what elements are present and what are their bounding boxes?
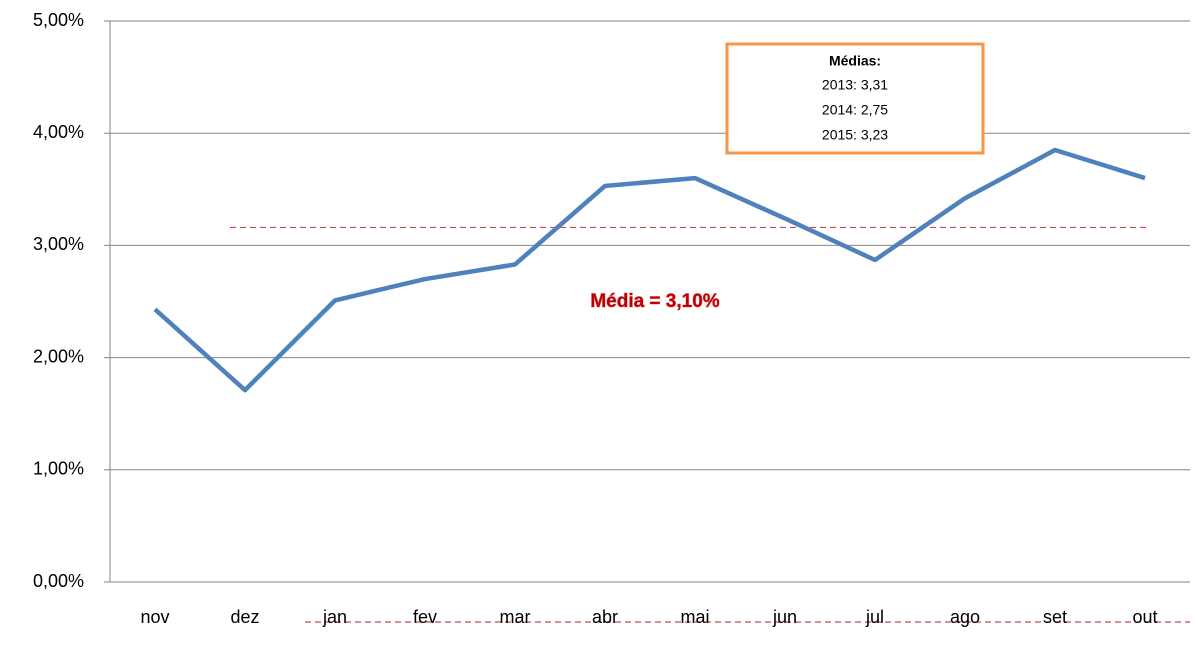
x-tick-label: set [1043,607,1067,627]
x-tick-label: jul [865,607,884,627]
y-tick-label: 4,00% [33,122,84,142]
x-tick-label: abr [592,607,618,627]
y-tick-label: 5,00% [33,10,84,30]
mean-annotation: Média = 3,10% [590,291,719,312]
box-line: 2013: 3,31 [822,77,888,93]
y-tick-label: 2,00% [33,346,84,366]
data-line [153,147,1146,393]
x-tick-label: out [1132,607,1157,627]
x-tick-label: mai [680,607,709,627]
x-tick-label: fev [413,607,437,627]
x-tick-label: jun [772,607,797,627]
y-tick-label: 0,00% [33,571,84,591]
y-tick-label: 1,00% [33,459,84,479]
x-tick-label: nov [140,607,169,627]
box-title: Médias: [829,53,881,69]
averages-box [725,42,985,155]
y-tick-label: 3,00% [33,234,84,254]
box-line: 2015: 3,23 [822,127,888,143]
x-tick-label: dez [230,607,259,627]
x-tick-label: ago [950,607,980,627]
x-tick-label: jan [322,607,347,627]
x-tick-label: mar [500,607,531,627]
box-line: 2014: 2,75 [822,102,888,118]
